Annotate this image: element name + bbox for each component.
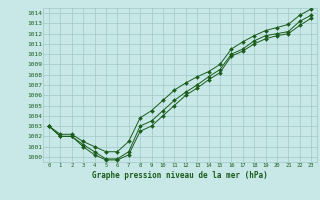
X-axis label: Graphe pression niveau de la mer (hPa): Graphe pression niveau de la mer (hPa) (92, 171, 268, 180)
